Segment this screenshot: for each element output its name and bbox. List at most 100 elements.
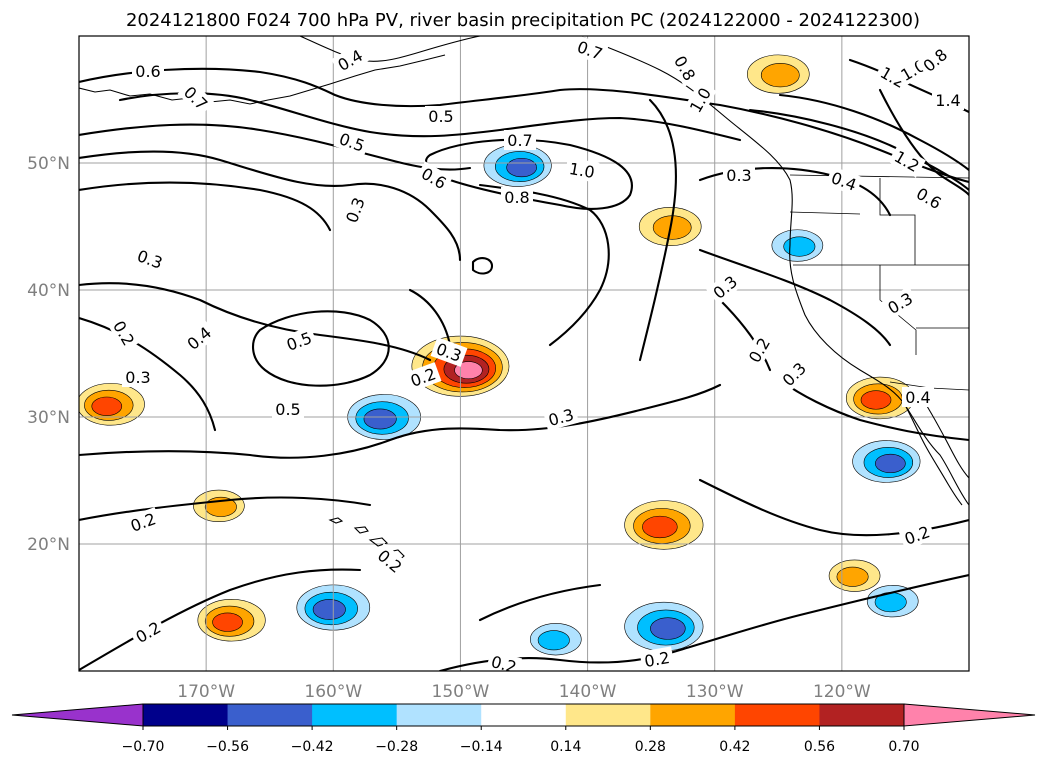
precip-anomaly-blob <box>483 144 552 187</box>
contour-label-gap <box>571 36 609 65</box>
hawaii-coastline <box>328 517 405 562</box>
contour-label: 1.4 <box>932 90 964 110</box>
contour-label-gap <box>122 367 154 387</box>
contour-label-gap <box>902 387 934 407</box>
colorbar-segment <box>396 704 482 726</box>
colorbar-segment <box>143 704 229 726</box>
precip-shade-level <box>506 157 537 178</box>
pv-contour-line <box>252 310 390 387</box>
contour-label-gap <box>639 646 675 671</box>
pv-contour-line <box>638 98 677 362</box>
gulf-of-california-coastline <box>919 394 969 479</box>
contour-label-gap <box>775 355 813 393</box>
lat-tick-label: 20°N <box>27 535 70 555</box>
colorbar-segment <box>481 704 567 726</box>
axis-tick-labels: 170°W 160°W 150°W 140°W 130°W 120°W 20°N 30°N 40… <box>27 154 871 702</box>
contour-label-gap <box>706 269 744 305</box>
contour-label: 0.2 <box>639 646 675 671</box>
contour-label: 0.5 <box>425 106 457 126</box>
contour-label-gap <box>916 42 954 78</box>
precip-anomaly-blob <box>193 489 245 523</box>
pv-contour-line <box>438 573 969 671</box>
pv-contour-line <box>698 248 892 347</box>
colorbar-segment <box>312 704 398 726</box>
lat-tick-label: 40°N <box>27 281 70 301</box>
contour-label-gap <box>683 81 717 119</box>
contour-label-gap <box>910 181 948 215</box>
pv-contour-line <box>778 93 969 172</box>
precip-shade-level <box>860 390 892 410</box>
coastlines <box>79 36 969 562</box>
contour-label-gap <box>742 331 776 369</box>
map-frame <box>78 35 970 672</box>
colorbar-outline <box>142 703 905 727</box>
contour-label-gap <box>668 49 702 87</box>
contour-label-gap <box>504 130 536 150</box>
lon-tick-label: 160°W <box>304 682 362 702</box>
pv-contour-line <box>471 257 494 275</box>
contour-label: 0.6 <box>132 61 164 81</box>
north-america-coastline <box>579 36 969 506</box>
colorbar: −0.70 −0.56 −0.42 −0.28 −0.14 0.14 0.28 0.42 0.5… <box>11 703 1036 755</box>
precip-shade-level <box>650 617 686 640</box>
contour-label: 0.7 <box>504 130 536 150</box>
colorbar-tick-label: −0.42 <box>291 739 334 755</box>
precip-shade-level <box>91 396 123 416</box>
contour-label-text: 0.2 <box>489 652 519 677</box>
contour-label-gap <box>415 161 453 195</box>
contour-label-gap <box>825 166 863 196</box>
contour-label-gap <box>333 127 371 157</box>
colorbar-tick-label: −0.56 <box>206 739 249 755</box>
contour-label-text: 0.7 <box>507 131 532 150</box>
contour-label-gap <box>404 362 442 392</box>
contour-label: 0.3 <box>122 367 154 387</box>
contour-label-gap <box>932 90 964 110</box>
contour-label-gap <box>132 61 164 81</box>
colorbar-tick-label: −0.14 <box>460 739 503 755</box>
pv-contour-line <box>118 92 742 142</box>
oregon-washington-border <box>789 211 861 215</box>
precip-shade-level <box>363 408 397 430</box>
pv-contour-line <box>478 183 610 347</box>
contour-label-gap <box>107 314 141 352</box>
canada-us-border <box>789 174 969 179</box>
contour-label-gap <box>131 244 169 274</box>
contour-label-gap <box>180 320 218 356</box>
contour-label-text: 0.5 <box>275 400 300 419</box>
colorbar-segment <box>565 704 651 726</box>
contour-label-text: 0.6 <box>135 62 160 81</box>
figure-title: 2024121800 F024 700 hPa PV, river basin … <box>126 10 920 31</box>
contour-label-gap <box>723 165 755 185</box>
precip-anomaly-blob <box>866 585 919 618</box>
colorbar-segment <box>819 704 905 726</box>
contour-label-gap <box>331 43 369 77</box>
contour-label-gap <box>425 106 457 126</box>
contour-label-text: 1.0 <box>568 159 596 182</box>
contour-label-gap <box>881 286 919 320</box>
pv-contour-line <box>748 108 969 192</box>
pv-contour-line <box>79 67 969 184</box>
pv-contour-line <box>79 383 722 459</box>
pv-contour-line <box>79 316 217 432</box>
lon-tick-label: 170°W <box>177 682 235 702</box>
alaska-coastline <box>299 36 481 62</box>
precip-anomaly-blob <box>852 440 921 483</box>
colorbar-tick-label: 0.28 <box>635 739 666 755</box>
precip-shade-level <box>212 612 243 632</box>
graticule <box>79 36 969 671</box>
contour-label-gap <box>340 191 370 229</box>
contour-label-gap <box>501 187 533 207</box>
precip-shade-level <box>312 599 346 620</box>
contour-label: 0.5 <box>272 399 304 419</box>
lon-tick-label: 130°W <box>686 682 744 702</box>
contour-label-text: 0.8 <box>504 188 529 207</box>
precip-shade-level <box>760 62 800 88</box>
contour-label-text: 0.3 <box>125 368 150 387</box>
contour-label-gap <box>280 326 318 356</box>
precip-shade-level <box>642 515 678 539</box>
contour-label-gap <box>177 79 215 117</box>
precip-shade-level <box>836 566 869 587</box>
aleutian-islands-coastline <box>79 54 446 105</box>
lon-tick-label: 150°W <box>432 682 490 702</box>
idaho-border <box>879 178 916 265</box>
